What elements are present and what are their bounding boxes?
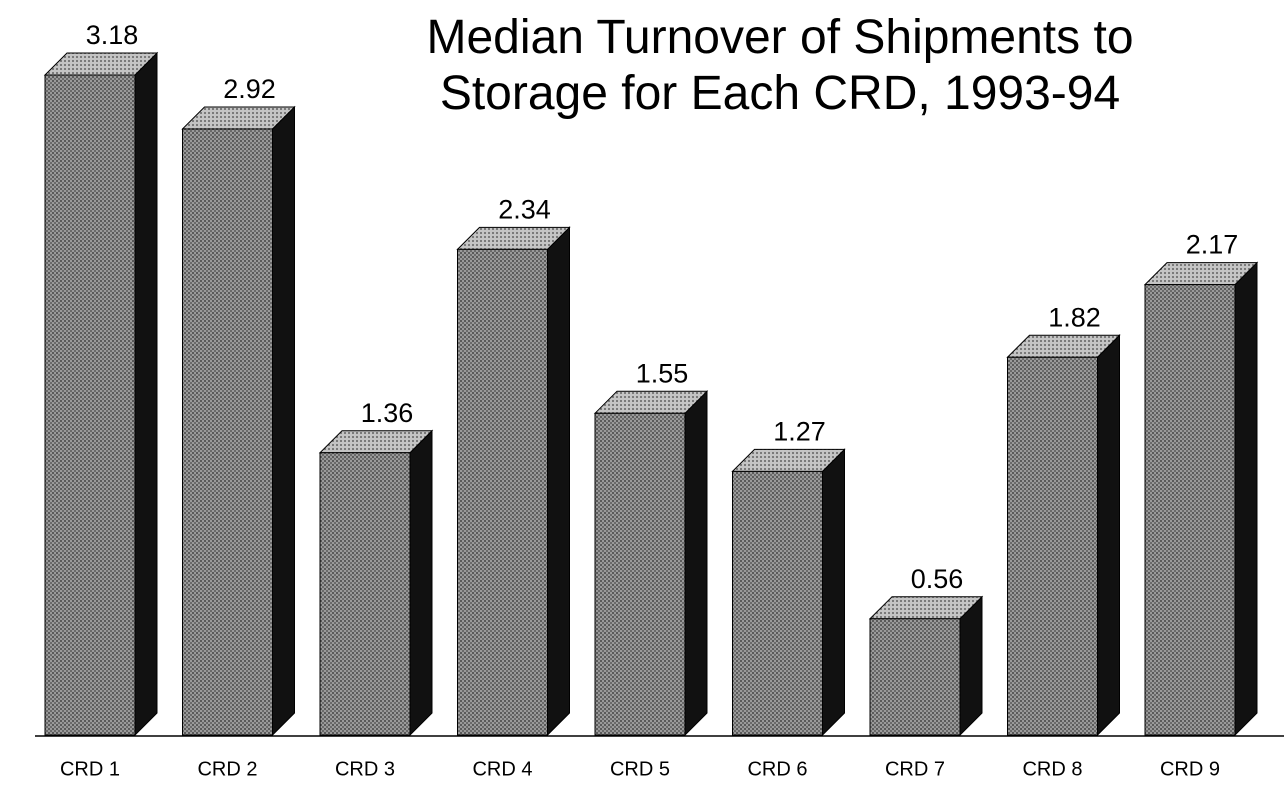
x-tick-label: CRD 5 [610, 758, 670, 780]
bar [319, 452, 411, 736]
x-tick-label: CRD 1 [60, 758, 120, 780]
bar-side [1097, 334, 1120, 737]
x-tick-label: CRD 8 [1022, 758, 1082, 780]
data-label: 0.56 [911, 564, 964, 594]
bar [1144, 284, 1236, 736]
data-label: 1.27 [773, 417, 826, 447]
bar-side [547, 226, 570, 737]
bar [594, 412, 686, 736]
bar [44, 74, 136, 736]
data-label: 1.36 [361, 398, 414, 428]
data-label: 3.18 [86, 20, 139, 50]
x-tick-label: CRD 9 [1160, 758, 1220, 780]
bar [457, 248, 548, 736]
bar-side [959, 595, 983, 737]
bar-side [134, 51, 158, 737]
bar-side [1234, 261, 1258, 737]
data-label: 2.92 [223, 74, 276, 104]
x-tick-label: CRD 3 [335, 758, 395, 780]
data-label: 1.82 [1048, 302, 1101, 332]
bar-side [409, 429, 433, 737]
bar [1007, 356, 1098, 736]
bar-side [684, 390, 708, 737]
x-tick-label: CRD 4 [472, 758, 532, 780]
x-tick-label: CRD 6 [747, 758, 807, 780]
data-label: 1.55 [636, 358, 689, 388]
bar [182, 128, 273, 736]
bar [732, 470, 823, 736]
chart-title: Median Turnover of Shipments to Storage … [426, 11, 1134, 120]
x-tick-label: CRD 7 [885, 758, 945, 780]
bar [869, 618, 961, 736]
data-label: 2.17 [1186, 230, 1239, 260]
x-tick-label: CRD 2 [197, 758, 257, 780]
data-label: 2.34 [498, 194, 551, 224]
bar-side [272, 105, 295, 737]
bar-side [822, 448, 845, 737]
